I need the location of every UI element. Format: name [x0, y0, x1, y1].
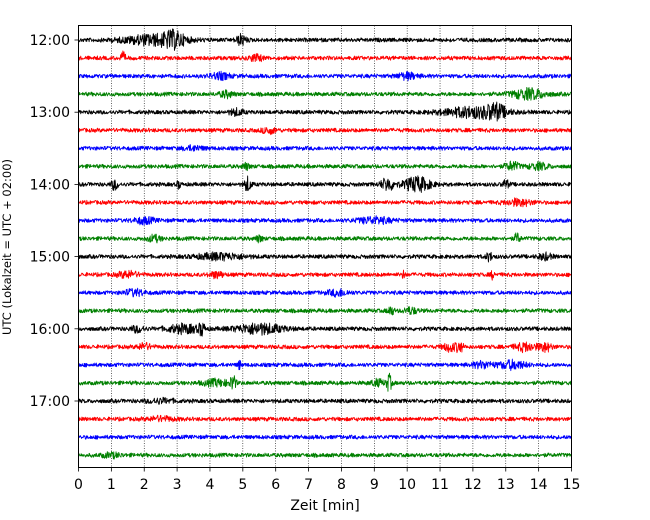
y-tick-label: 12:00: [30, 33, 70, 49]
x-tick-label: 14: [530, 477, 548, 493]
trace-row-1545: [78, 306, 572, 316]
y-tick-label: 17:00: [30, 394, 70, 410]
trace-row-1215: [78, 50, 572, 63]
plot-frame: [78, 25, 572, 468]
trace-row-1700: [78, 396, 572, 405]
x-axis-ticks: 0 1 2 3 4 5 6 7 8 9 10 11 12 13 14 15: [74, 467, 581, 493]
x-tick-label: 9: [370, 477, 379, 493]
trace-row-1630: [78, 358, 572, 372]
trace-row-1315: [78, 127, 572, 136]
trace-row-1730: [78, 434, 572, 440]
x-tick-label: 0: [74, 477, 83, 493]
x-tick-label: 6: [271, 477, 280, 493]
trace-row-1300: [78, 101, 572, 122]
trace-row-1715: [78, 414, 572, 423]
x-tick-label: 8: [337, 477, 346, 493]
trace-row-1615: [78, 341, 572, 354]
y-tick-label: 15:00: [30, 250, 70, 266]
trace-row-1330: [78, 144, 572, 152]
trace-row-1645: [78, 372, 572, 392]
trace-row-1200: [78, 28, 572, 51]
y-tick-label: 16:00: [30, 322, 70, 338]
trace-row-1600: [78, 322, 572, 337]
x-tick-label: 3: [173, 477, 182, 493]
x-tick-label: 7: [304, 477, 313, 493]
trace-row-1430: [78, 215, 572, 226]
x-tick-label: 15: [563, 477, 581, 493]
seismic-traces: [78, 28, 572, 460]
trace-row-1245: [78, 86, 572, 101]
y-axis-title: UTC (Lokalzeit = UTC + 02:00): [0, 159, 14, 335]
trace-row-1415: [78, 197, 572, 208]
trace-row-1530: [78, 287, 572, 298]
trace-row-1745: [78, 451, 572, 460]
x-tick-label: 10: [398, 477, 416, 493]
x-tick-label: 11: [431, 477, 449, 493]
x-tick-label: 4: [206, 477, 215, 493]
trace-row-1500: [78, 251, 572, 263]
grid-lines: [111, 25, 539, 468]
trace-row-1515: [78, 269, 572, 281]
y-axis-ticks: 12:00 13:00 14:00 15:00 16:00 17:00: [30, 33, 79, 410]
x-tick-label: 2: [140, 477, 149, 493]
trace-row-1230: [78, 70, 572, 82]
trace-row-1445: [78, 232, 572, 244]
trace-row-1345: [78, 160, 572, 172]
trace-row-1400: [78, 175, 572, 193]
x-tick-label: 12: [464, 477, 482, 493]
y-tick-label: 13:00: [30, 105, 70, 121]
x-tick-label: 5: [238, 477, 247, 493]
y-tick-label: 14:00: [30, 177, 70, 193]
x-axis-title: Zeit [min]: [290, 498, 359, 514]
x-tick-label: 1: [107, 477, 116, 493]
x-tick-label: 13: [497, 477, 515, 493]
